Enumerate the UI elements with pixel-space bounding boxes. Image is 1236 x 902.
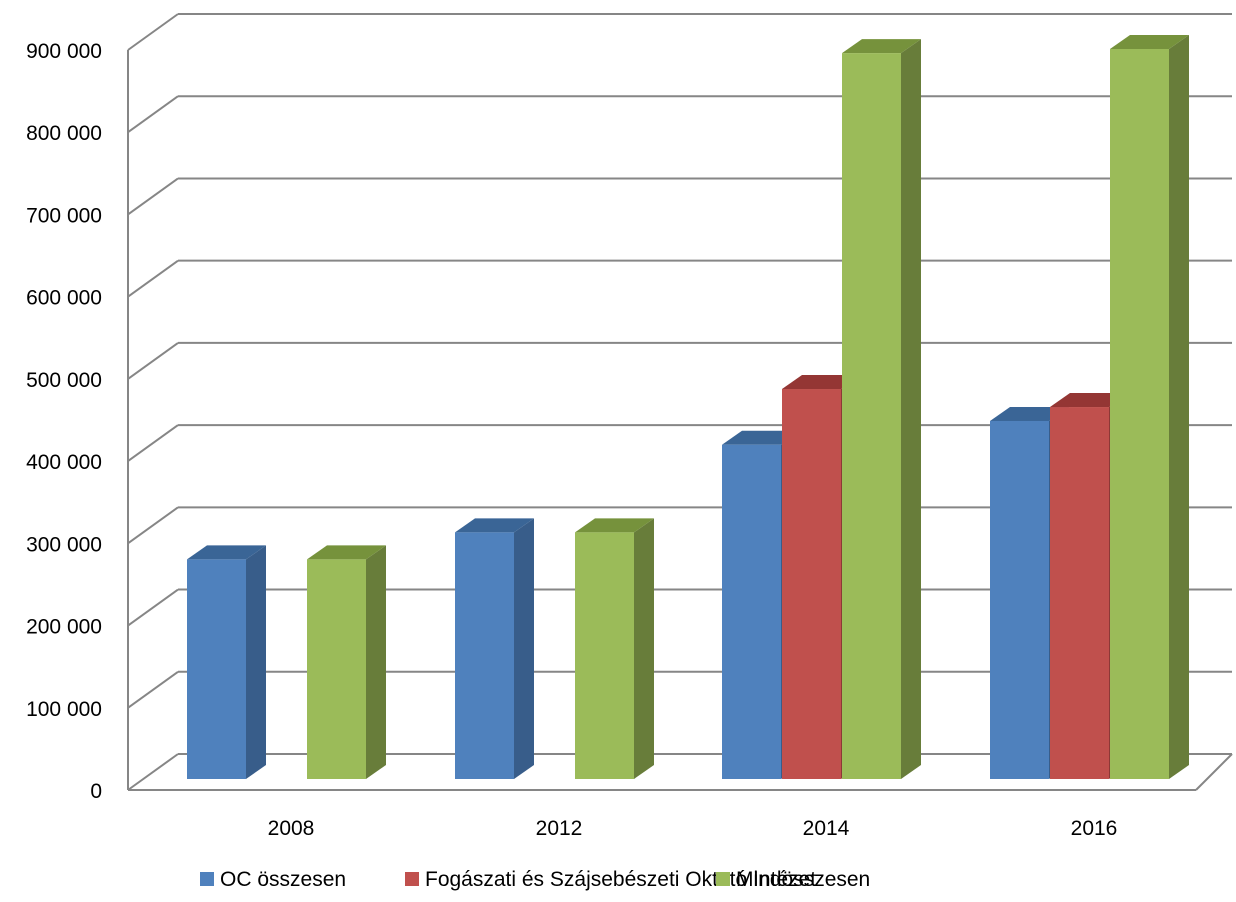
gridline-side: [127, 177, 179, 216]
gridline-side: [127, 95, 179, 134]
gridline-side: [127, 259, 179, 298]
y-tick-label: 900 000: [26, 40, 102, 63]
legend-swatch: [200, 872, 214, 886]
legend: OC összesen Fogászati és Szájsebészeti Ok…: [200, 868, 870, 891]
bar-side: [514, 518, 534, 779]
gridline-side: [127, 588, 179, 627]
x-tick-label: 2008: [268, 817, 315, 840]
bar: [842, 53, 901, 780]
legend-swatch: [716, 872, 730, 886]
legend-label: Mindösszesen: [736, 868, 870, 891]
bar: [575, 532, 634, 779]
bar-top: [455, 518, 534, 533]
bar: [782, 389, 841, 779]
bar-side: [366, 545, 386, 779]
y-tick-label: 800 000: [26, 122, 102, 145]
bar: [187, 559, 246, 779]
y-tick-label: 100 000: [26, 698, 102, 721]
bar: [722, 444, 781, 779]
bar-side: [901, 39, 921, 780]
bar-top: [1110, 35, 1189, 49]
bar-top: [307, 545, 386, 560]
bar-top: [842, 39, 921, 54]
y-tick-label: 300 000: [26, 533, 102, 556]
bar-side: [1169, 35, 1189, 779]
gridline-side: [127, 506, 179, 545]
bar-top: [990, 406, 1069, 421]
legend-swatch: [405, 872, 419, 886]
gridline-side: [127, 670, 179, 709]
y-tick-label: 600 000: [26, 287, 102, 310]
bar: [455, 532, 514, 779]
bar: [990, 420, 1049, 779]
bar-top: [722, 430, 801, 445]
bars: [187, 35, 1189, 780]
bar-top: [782, 375, 861, 390]
y-tick-label: 200 000: [26, 616, 102, 639]
y-tick-label: 500 000: [26, 369, 102, 392]
x-tick-label: 2012: [536, 817, 583, 840]
gridline-side: [127, 342, 179, 380]
x-tick-label: 2014: [803, 817, 850, 840]
y-tick-label: 700 000: [26, 204, 102, 227]
legend-label: OC összesen: [220, 868, 346, 891]
bar-top: [1050, 393, 1129, 408]
gridline-side: [127, 424, 179, 462]
bar: [307, 559, 366, 779]
bar: [1110, 49, 1169, 779]
bar: [1050, 407, 1109, 779]
bar-side: [246, 545, 266, 779]
bar-top: [187, 545, 266, 560]
gridline-side: [127, 13, 179, 51]
bar-top: [575, 518, 654, 533]
floor-right-edge: [1195, 753, 1233, 791]
y-axis-tick-labels: 0 100 000 200 000 300 000 400 000 500 000 600 …: [26, 40, 102, 803]
gridlines: [127, 13, 1233, 791]
y-tick-label: 400 000: [26, 451, 102, 474]
y-tick-label: 0: [90, 780, 102, 803]
x-tick-label: 2016: [1071, 817, 1118, 840]
bar-side: [634, 518, 654, 779]
gridline-side: [127, 753, 179, 791]
x-axis-tick-labels: 2008 2012 2014 2016: [268, 817, 1118, 840]
